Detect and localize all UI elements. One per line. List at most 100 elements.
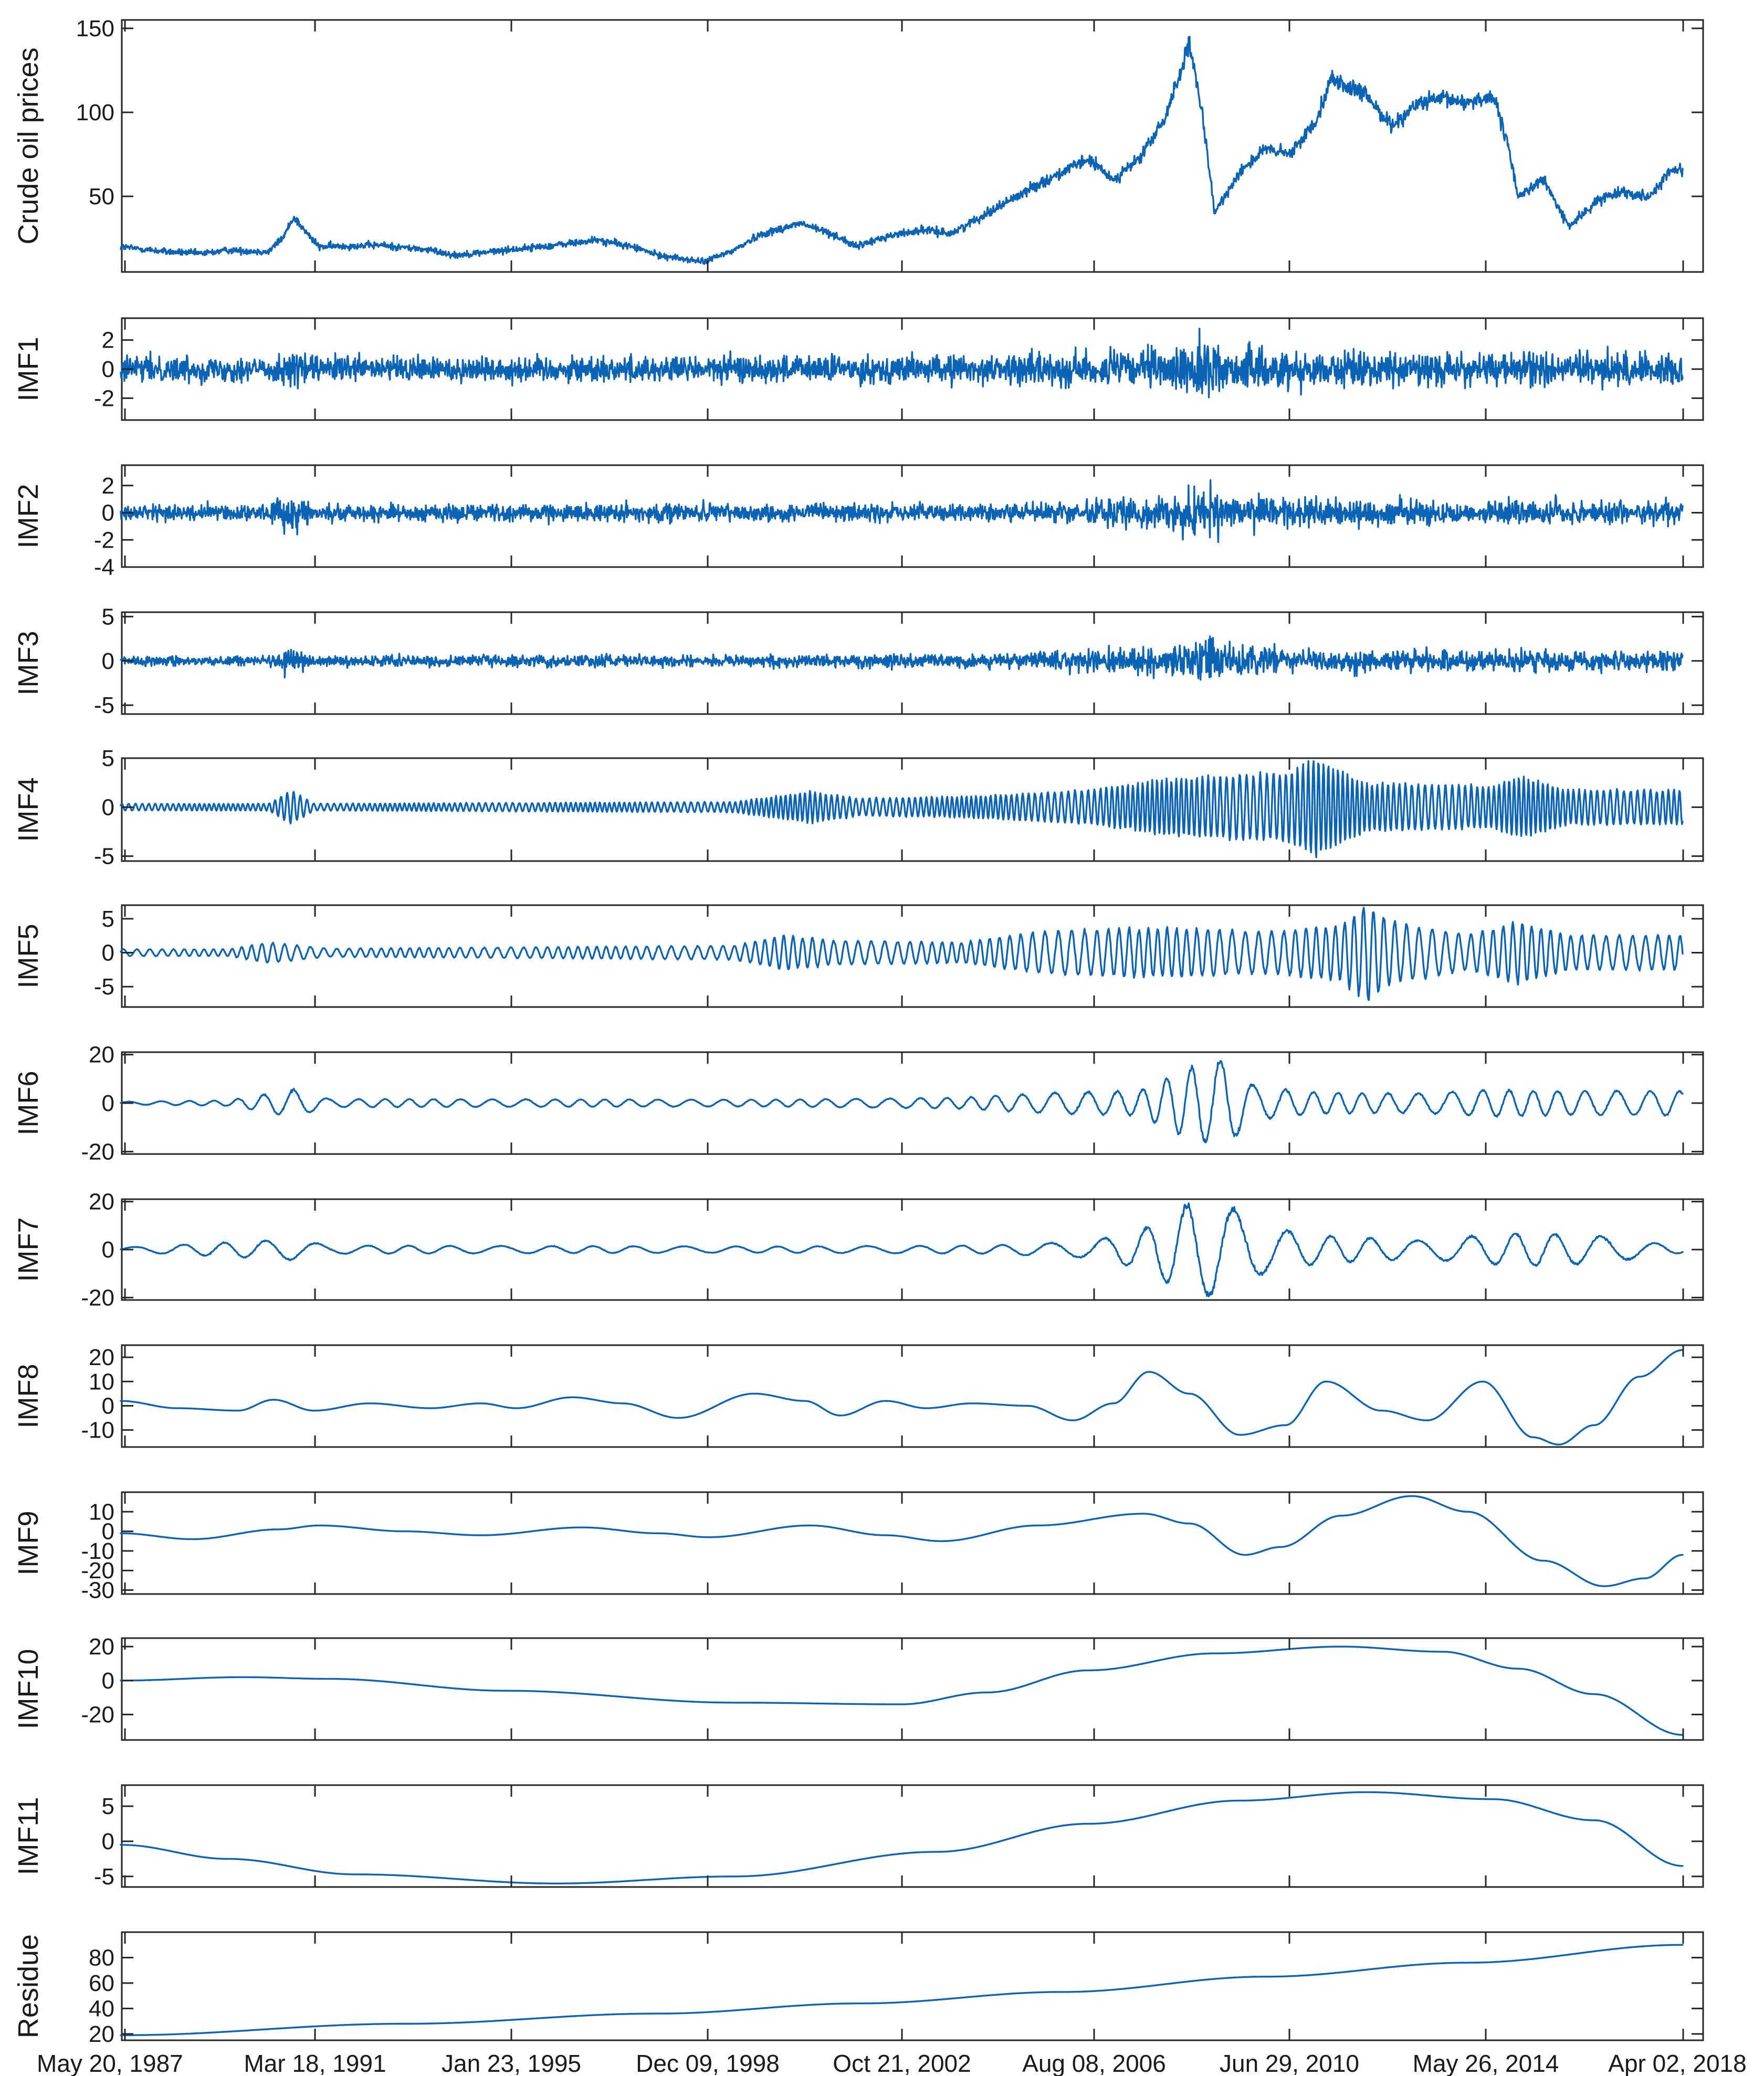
x-tick-label: Dec 09, 1998	[636, 2050, 780, 2076]
axes-frame	[121, 19, 1704, 273]
y-tick-label: 0	[102, 940, 114, 966]
y-tick-label: -10	[81, 1538, 114, 1564]
x-tick-label: May 20, 1987	[37, 2050, 183, 2076]
panel-imf1: -2 0 2 IMF1	[13, 317, 1704, 421]
y-tick-label: 80	[89, 1945, 114, 1970]
imf7-y-axis-label: IMF7	[13, 1217, 44, 1282]
x-tick-label: Jan 23, 1995	[442, 2050, 581, 2076]
y-tick-label: 0	[102, 794, 114, 820]
panel-crude-oil-prices: 50 100 150 Crude oil prices	[13, 16, 1704, 273]
y-tick-label: -5	[94, 974, 114, 1000]
x-tick-label: Aug 08, 2006	[1022, 2050, 1166, 2076]
y-tick-label: 2	[102, 328, 114, 353]
y-tick-label: 0	[102, 1393, 114, 1419]
y-tick-label: 60	[89, 1970, 114, 1996]
imf6-y-axis-label: IMF6	[13, 1071, 44, 1135]
y-tick-label: 40	[89, 1996, 114, 2021]
x-tick-label: Mar 18, 1991	[244, 2050, 386, 2076]
y-tick-label: 0	[102, 1237, 114, 1263]
panel-imf4: -5 0 5 IMF4	[13, 746, 1704, 869]
y-tick-label: 5	[102, 604, 114, 630]
axes-frame	[121, 1931, 1704, 2041]
y-tick-label: 2	[102, 473, 114, 499]
panel-imf11: -5 0 5 IMF11	[13, 1784, 1704, 1890]
y-tick-label: 0	[102, 648, 114, 674]
y-tick-label: -5	[94, 1864, 114, 1890]
axes-frame	[121, 757, 1704, 862]
y-tick-label: 100	[76, 100, 114, 125]
y-tick-label: 0	[102, 1519, 114, 1545]
panel-imf7: -20 0 20 IMF7	[13, 1189, 1704, 1310]
axes-frame	[121, 1198, 1704, 1301]
x-tick-label: Jun 29, 2010	[1220, 2050, 1359, 2076]
y-tick-label: -2	[94, 385, 114, 411]
y-tick-label: 20	[89, 1345, 114, 1370]
imf4-series-line	[120, 760, 1684, 858]
imf8-series-line	[120, 1349, 1684, 1445]
imf9-series-line	[120, 1495, 1684, 1587]
y-tick-label: -20	[81, 1285, 114, 1310]
panel-imf2: -4-202 IMF2	[13, 464, 1704, 580]
imf7-series-line	[120, 1202, 1684, 1297]
residue-y-axis-label: Residue	[13, 1934, 44, 2038]
imf2-series-line	[120, 479, 1684, 543]
residue-series-line	[120, 1944, 1684, 2036]
y-tick-label: -5	[94, 844, 114, 869]
imf10-series-line	[120, 1645, 1684, 1736]
y-tick-label: 0	[102, 500, 114, 526]
panel-imf10: -20 0 20 IMF10	[13, 1634, 1704, 1741]
axes-frame	[121, 1784, 1704, 1888]
axes-frame	[121, 1637, 1704, 1741]
crude-oil-prices-series-line	[120, 36, 1684, 265]
y-tick-label: 5	[102, 1794, 114, 1819]
imf5-series-line	[120, 907, 1684, 1001]
imf10-y-axis-label: IMF10	[13, 1649, 44, 1729]
y-tick-label: 50	[89, 184, 114, 209]
y-tick-label: 20	[89, 2021, 114, 2047]
y-tick-label: 20	[89, 1042, 114, 1068]
imf11-y-axis-label: IMF11	[13, 1797, 44, 1875]
panel-imf3: -5 0 5 IMF3	[13, 604, 1704, 718]
panel-imf6: -20 0 20 IMF6	[13, 1042, 1704, 1165]
y-tick-label: 150	[76, 16, 114, 41]
imf3-y-axis-label: IMF3	[13, 631, 44, 695]
y-tick-label: -20	[81, 1558, 114, 1584]
y-tick-label: 20	[89, 1634, 114, 1660]
y-tick-label: -4	[94, 554, 114, 580]
imf8-y-axis-label: IMF8	[13, 1364, 44, 1428]
y-tick-label: 0	[102, 1668, 114, 1694]
imf6-series-line	[120, 1060, 1684, 1144]
imf2-y-axis-label: IMF2	[13, 484, 44, 548]
imf4-y-axis-label: IMF4	[13, 777, 44, 842]
y-tick-label: -5	[94, 693, 114, 718]
y-tick-label: -20	[81, 1702, 114, 1728]
crude-oil-prices-y-axis-label: Crude oil prices	[13, 47, 44, 244]
y-tick-label: -20	[81, 1139, 114, 1165]
y-tick-label: -30	[81, 1578, 114, 1603]
panel-imf5: -5 0 5 IMF5	[13, 904, 1704, 1008]
axes-frame	[121, 1344, 1704, 1448]
y-tick-label: 10	[89, 1499, 114, 1525]
y-tick-label: 0	[102, 1829, 114, 1854]
imf1-series-line	[120, 328, 1684, 399]
axes-frame	[121, 1491, 1704, 1595]
y-tick-label: 20	[89, 1189, 114, 1215]
axes-frame	[121, 904, 1704, 1008]
y-tick-label: 5	[102, 906, 114, 932]
x-tick-label: Oct 21, 2002	[833, 2050, 971, 2076]
y-tick-label: 0	[102, 1091, 114, 1116]
imf1-y-axis-label: IMF1	[13, 337, 44, 401]
y-tick-label: 10	[89, 1369, 114, 1395]
imf11-series-line	[120, 1791, 1684, 1884]
y-tick-label: -10	[81, 1418, 114, 1443]
imf3-series-line	[120, 635, 1684, 681]
x-tick-label: May 26, 2014	[1413, 2050, 1559, 2076]
y-tick-label: 5	[102, 746, 114, 771]
y-tick-label: 0	[102, 357, 114, 382]
imf9-y-axis-label: IMF9	[13, 1511, 44, 1575]
imf5-y-axis-label: IMF5	[13, 924, 44, 988]
